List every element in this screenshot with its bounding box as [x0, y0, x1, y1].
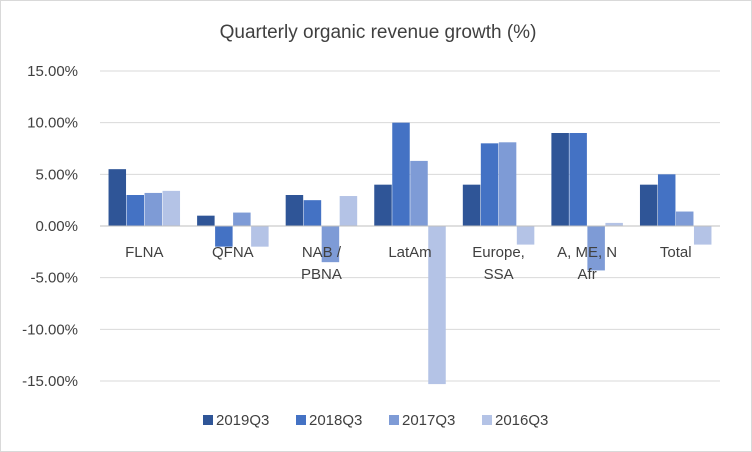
- y-tick-label: -10.00%: [22, 321, 78, 338]
- legend-label-2016Q3: 2016Q3: [495, 412, 548, 429]
- bar-2016Q3-1: [251, 226, 269, 247]
- x-tick-label: LatAm: [388, 244, 431, 261]
- bar-2017Q3-4: [498, 142, 517, 226]
- legend-swatch-2019Q3: [203, 415, 213, 425]
- bar-2016Q3-3: [428, 226, 446, 385]
- x-tick-label: QFNA: [212, 244, 254, 261]
- bars: [108, 122, 712, 385]
- y-tick-label: 10.00%: [27, 115, 78, 132]
- bar-2017Q3-0: [144, 192, 163, 226]
- gridlines: [100, 70, 720, 382]
- bar-2019Q3-4: [462, 184, 481, 226]
- bar-2016Q3-4: [516, 226, 535, 245]
- bar-2017Q3-2: [321, 226, 340, 263]
- bar-2019Q3-5: [551, 133, 569, 226]
- bar-2018Q3-3: [392, 122, 410, 226]
- bar-2016Q3-0: [162, 190, 181, 226]
- bar-2018Q3-2: [303, 200, 322, 226]
- bar-2018Q3-1: [215, 226, 233, 247]
- y-tick-label: 5.00%: [35, 166, 78, 183]
- legend-label-2018Q3: 2018Q3: [309, 412, 362, 429]
- x-tick-label: Europe, SSA: [472, 244, 525, 283]
- x-tick-label: A, ME, N Afr: [557, 244, 617, 283]
- legend-label-2017Q3: 2017Q3: [402, 412, 455, 429]
- bar-2017Q3-5: [587, 226, 605, 271]
- x-tick-label: Total: [660, 244, 692, 261]
- bar-2018Q3-6: [657, 174, 676, 226]
- legend-swatch-2017Q3: [389, 415, 399, 425]
- bar-2019Q3-0: [108, 169, 127, 226]
- bar-2017Q3-3: [410, 160, 428, 226]
- y-tick-label: 15.00%: [27, 63, 78, 80]
- y-tick-label: -15.00%: [22, 373, 78, 390]
- x-tick-label: NAB / PBNA: [301, 244, 342, 283]
- legend: 2019Q3 2018Q3 2017Q3 2016Q3: [203, 412, 548, 429]
- bar-2019Q3-3: [374, 184, 392, 226]
- bar-2019Q3-2: [285, 195, 304, 226]
- legend-swatch-2016Q3: [482, 415, 492, 425]
- y-tick-label: -5.00%: [30, 270, 78, 287]
- bar-2018Q3-4: [480, 143, 499, 226]
- bar-2018Q3-0: [126, 195, 145, 226]
- bar-2017Q3-1: [233, 212, 251, 226]
- legend-swatch-2018Q3: [296, 415, 306, 425]
- legend-label-2019Q3: 2019Q3: [216, 412, 269, 429]
- x-axis-ticks: FLNA QFNA NAB / PBNA LatAm Europe, SSA A, ME, N…: [125, 244, 691, 283]
- bar-2016Q3-5: [605, 222, 623, 226]
- bar-2017Q3-6: [675, 211, 694, 226]
- chart-title: Quarterly organic revenue growth (%): [220, 22, 537, 43]
- x-tick-label: FLNA: [125, 244, 163, 261]
- bar-2016Q3-2: [339, 196, 358, 226]
- y-axis-ticks: 15.00% 10.00% 5.00% 0.00% -5.00% -10.00% -15.0…: [22, 63, 78, 390]
- bar-2016Q3-6: [693, 226, 712, 245]
- bar-2019Q3-6: [639, 184, 658, 226]
- bar-2018Q3-5: [569, 133, 587, 226]
- y-tick-label: 0.00%: [35, 218, 78, 235]
- bar-2019Q3-1: [197, 215, 215, 226]
